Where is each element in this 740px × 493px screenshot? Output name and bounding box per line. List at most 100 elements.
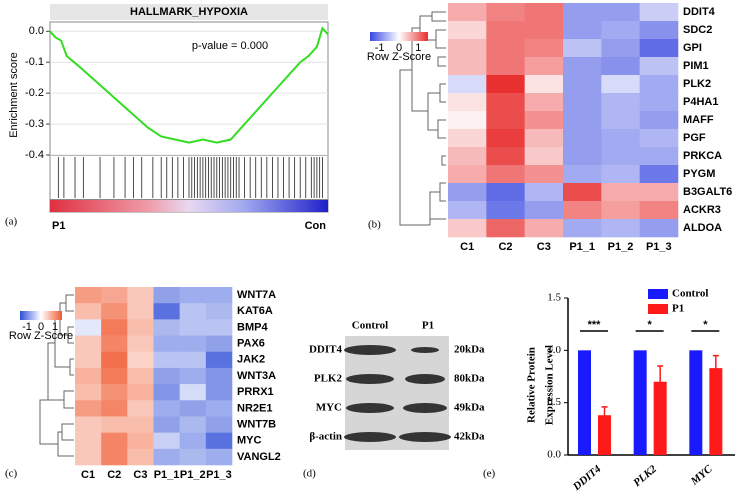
- row-label: SDC2: [683, 24, 712, 36]
- legend-swatch: [648, 304, 668, 314]
- y-tick-label: 0.0: [547, 449, 561, 461]
- colorbar-tick-label: 0: [396, 42, 402, 54]
- row-label: WNT7A: [237, 289, 276, 301]
- heatmap-cell: [127, 448, 154, 466]
- heatmap-cell: [205, 367, 233, 385]
- heatmap-cell: [639, 3, 679, 22]
- title-strip: [50, 4, 328, 20]
- row-label: PRRX1: [237, 386, 274, 398]
- heatmap-cell: [524, 39, 564, 58]
- heatmap-cell: [563, 93, 602, 112]
- heatmap-cell: [448, 93, 487, 112]
- panel-label: (a): [5, 216, 18, 228]
- heatmap-cell: [601, 201, 640, 220]
- heatmap-cell: [153, 448, 180, 466]
- heatmap-cell: [524, 111, 564, 130]
- heatmap-cell: [448, 183, 487, 202]
- row-label: MYC: [237, 435, 262, 447]
- heatmap-cell: [486, 201, 525, 220]
- heatmap-cell: [127, 416, 154, 433]
- heatmap-cell: [448, 129, 487, 148]
- y-tick-label: -0.4: [25, 149, 44, 161]
- heatmap-cell: [524, 129, 564, 148]
- heatmap-cell: [563, 3, 602, 22]
- legend-label: Control: [672, 288, 708, 300]
- y-axis-label: Relative Protein: [526, 347, 538, 423]
- bar: [653, 381, 667, 455]
- heatmap-cell: [75, 432, 102, 450]
- heatmap-cell: [101, 432, 128, 450]
- panel-label: (c): [5, 468, 18, 480]
- row-label: PLK2: [683, 78, 711, 90]
- row-label: NR2E1: [237, 402, 272, 414]
- size-label: 20kDa: [454, 344, 485, 356]
- heatmap-cell: [153, 400, 180, 417]
- row-label: MAFF: [683, 114, 714, 126]
- heatmap-cell: [563, 39, 602, 58]
- bar: [709, 368, 723, 455]
- row-label: B3GALT6: [683, 186, 732, 198]
- size-label: 49kDa: [454, 402, 485, 414]
- heatmap-cell: [448, 147, 487, 166]
- blot-band: [411, 347, 439, 353]
- blot-band: [344, 432, 396, 442]
- x-tick-label: MYC: [688, 463, 715, 489]
- heatmap-cell: [601, 39, 640, 58]
- heatmap-cell: [205, 319, 233, 336]
- heatmap-cell: [639, 111, 679, 130]
- blot-band: [405, 374, 445, 384]
- heatmap-cell: [486, 219, 525, 238]
- heatmap-cell: [524, 165, 564, 184]
- size-label: 42kDa: [454, 431, 485, 443]
- heatmap-cell: [205, 400, 233, 417]
- heatmap-cell: [563, 219, 602, 238]
- heatmap-cell: [639, 39, 679, 58]
- heatmap-cell: [127, 400, 154, 417]
- colorbar-tick-label: 1: [415, 42, 421, 54]
- blot-band: [346, 374, 394, 384]
- heatmap-cell: [448, 3, 487, 22]
- heatmap-cell: [486, 93, 525, 112]
- protein-label: DDIT4: [309, 344, 343, 356]
- colorbar: [20, 311, 62, 320]
- column-label: P1_2: [180, 469, 206, 481]
- enrichment-line: [49, 26, 329, 144]
- heatmap-cell: [524, 21, 564, 40]
- heatmap-cell: [205, 287, 233, 304]
- heatmap-cell: [153, 319, 180, 336]
- legend-swatch: [648, 289, 668, 299]
- y-tick-label: -0.1: [25, 56, 44, 68]
- colorbar: [370, 32, 428, 41]
- significance-label: *: [703, 319, 708, 331]
- heatmap-cell: [153, 287, 180, 304]
- y-tick-label: 1.5: [547, 292, 561, 304]
- heatmap-cell: [448, 39, 487, 58]
- end-label: Con: [305, 220, 327, 232]
- row-label: PGF: [683, 132, 706, 144]
- heatmap-cell: [524, 93, 564, 112]
- heatmap-cell: [127, 432, 154, 450]
- heatmap-cell: [524, 57, 564, 76]
- heatmap-cell: [563, 75, 602, 94]
- heatmap-cell: [153, 384, 180, 401]
- row-label: PAX6: [237, 338, 265, 350]
- heatmap-cell: [101, 303, 128, 320]
- bar: [578, 350, 591, 455]
- heatmap-cell: [486, 129, 525, 148]
- error-bar: [601, 406, 608, 424]
- row-label: PYGM: [683, 168, 715, 180]
- panel-label: (e): [483, 468, 496, 480]
- dendrogram: [399, 11, 446, 226]
- heatmap-cell: [601, 3, 640, 22]
- annotation: p-value = 0.000: [192, 40, 268, 52]
- column-label: C3: [133, 469, 147, 481]
- column-label: C1: [81, 469, 95, 481]
- heatmap-cell: [563, 165, 602, 184]
- row-label: VANGL2: [237, 451, 281, 463]
- heatmap-cell: [524, 75, 564, 94]
- x-tick-label: DDIT4: [570, 463, 604, 493]
- heatmap-cell: [639, 57, 679, 76]
- column-label: P1_1: [154, 469, 180, 481]
- bar: [633, 350, 647, 455]
- panel-label: (d): [303, 468, 316, 480]
